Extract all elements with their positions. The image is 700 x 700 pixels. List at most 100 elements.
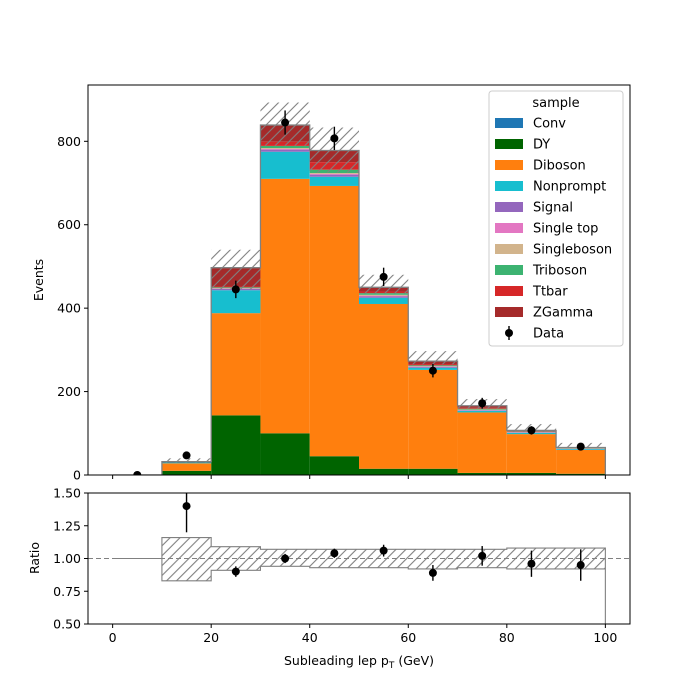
ratio-band-bin [309,549,359,568]
x-tick-label: 40 [302,630,318,645]
series-data [133,110,585,475]
legend-item: DY [495,138,550,153]
main-y-axis-label: Events [31,259,46,301]
bar [211,313,261,416]
legend-swatch [495,139,523,149]
main-plot-area [112,102,607,475]
main-axes-frame [87,84,631,476]
legend-item: ZGamma [495,306,593,321]
legend-label: Nonprompt [533,180,606,195]
legend-item: Ttbar [495,285,568,300]
bar [309,456,359,475]
y-tick-label: 1.25 [53,518,81,533]
data-point [330,126,339,151]
data-point [231,280,240,299]
legend-swatch [495,307,523,317]
ratio-band-lower-edge [112,557,606,582]
legend-label: Signal [533,201,573,216]
legend-frame [488,90,624,347]
legend-swatch [495,223,523,233]
x-axis-label-subscript: T [388,661,395,671]
band-bin [161,458,212,463]
bar [556,449,606,474]
legend-label: DY [533,138,550,153]
x-tick-label: 100 [593,630,617,645]
ratio-point [330,548,339,558]
ratio-point [379,544,388,557]
x-tick-label: 80 [499,630,515,645]
bar [161,463,212,471]
bar [161,470,212,475]
data-point [182,451,191,460]
y-tick-label: 1.50 [53,486,81,501]
bar [309,173,359,174]
legend-item: Nonprompt [495,180,606,195]
data-point [478,397,487,409]
bar [359,294,409,296]
bar [359,295,409,297]
bar [260,433,310,475]
main-y-ticks: 0 200 400 600 800 [57,134,88,483]
bar [260,151,310,179]
bar [359,296,409,298]
ratio-y-axis-label: Ratio [27,542,42,574]
legend-label: Single top [533,222,598,237]
x-tick-label: 60 [400,630,416,645]
ratio-x-ticks: 0 20 40 60 80 100 [109,624,617,645]
bar [359,297,409,304]
band-bin [408,351,458,365]
main-x-ticks [112,475,606,479]
x-tick-label: 0 [109,630,117,645]
legend-item: Singleboson [495,243,612,258]
legend-item: Single top [495,222,598,237]
bar [556,473,606,475]
bar [211,290,261,314]
legend-label: Diboson [533,159,586,174]
legend-marker [505,329,513,337]
ratio-band-bin [161,537,212,581]
bar [260,145,310,148]
bar [457,472,507,475]
y-tick-label: 0 [73,468,81,483]
bar [457,412,507,473]
ratio-point [281,553,290,564]
ratio-panel: 0 20 40 60 80 100 0.500.751.001.251.50 Ratio … [27,486,631,671]
legend-item: Triboson [495,264,587,279]
legend-item: Diboson [495,159,586,174]
legend-label: ZGamma [533,306,593,321]
bar [211,415,261,475]
legend-item: Signal [495,201,573,216]
legend-title: sample [532,96,579,111]
ratio-y-ticks: 0.50 0.75 1.00 1.25 1.50 [53,486,88,632]
ratio-uncertainty-band [161,537,606,581]
ratio-point [478,546,487,566]
y-tick-label: 600 [57,217,81,232]
legend-swatch [495,181,523,191]
ratio-point [428,565,437,581]
y-tick-label: 400 [57,301,81,316]
y-tick-label: 200 [57,384,81,399]
bar [506,472,557,475]
bar [260,148,310,150]
ratio-points [182,493,585,581]
x-axis-label-main: Subleading lep p [284,653,389,668]
main-panel: 0 200 400 600 800 Events sample Conv DY Diboson… [31,84,631,483]
data-point [281,110,290,135]
y-tick-label: 800 [57,134,81,149]
legend-label: Triboson [532,264,587,279]
bar [457,410,507,413]
bar [309,174,359,177]
data-point [379,267,388,287]
legend-item: Data [505,326,564,342]
legend-swatch [495,244,523,254]
ratio-band-bin [408,549,458,569]
legend-label: Singleboson [533,243,612,258]
ratio-plot-area [88,493,630,624]
bar [457,408,507,410]
bar [408,468,458,475]
bar [260,178,310,434]
y-tick-label: 1.00 [53,551,81,566]
legend-label: Ttbar [532,285,568,300]
ratio-point [182,493,191,533]
